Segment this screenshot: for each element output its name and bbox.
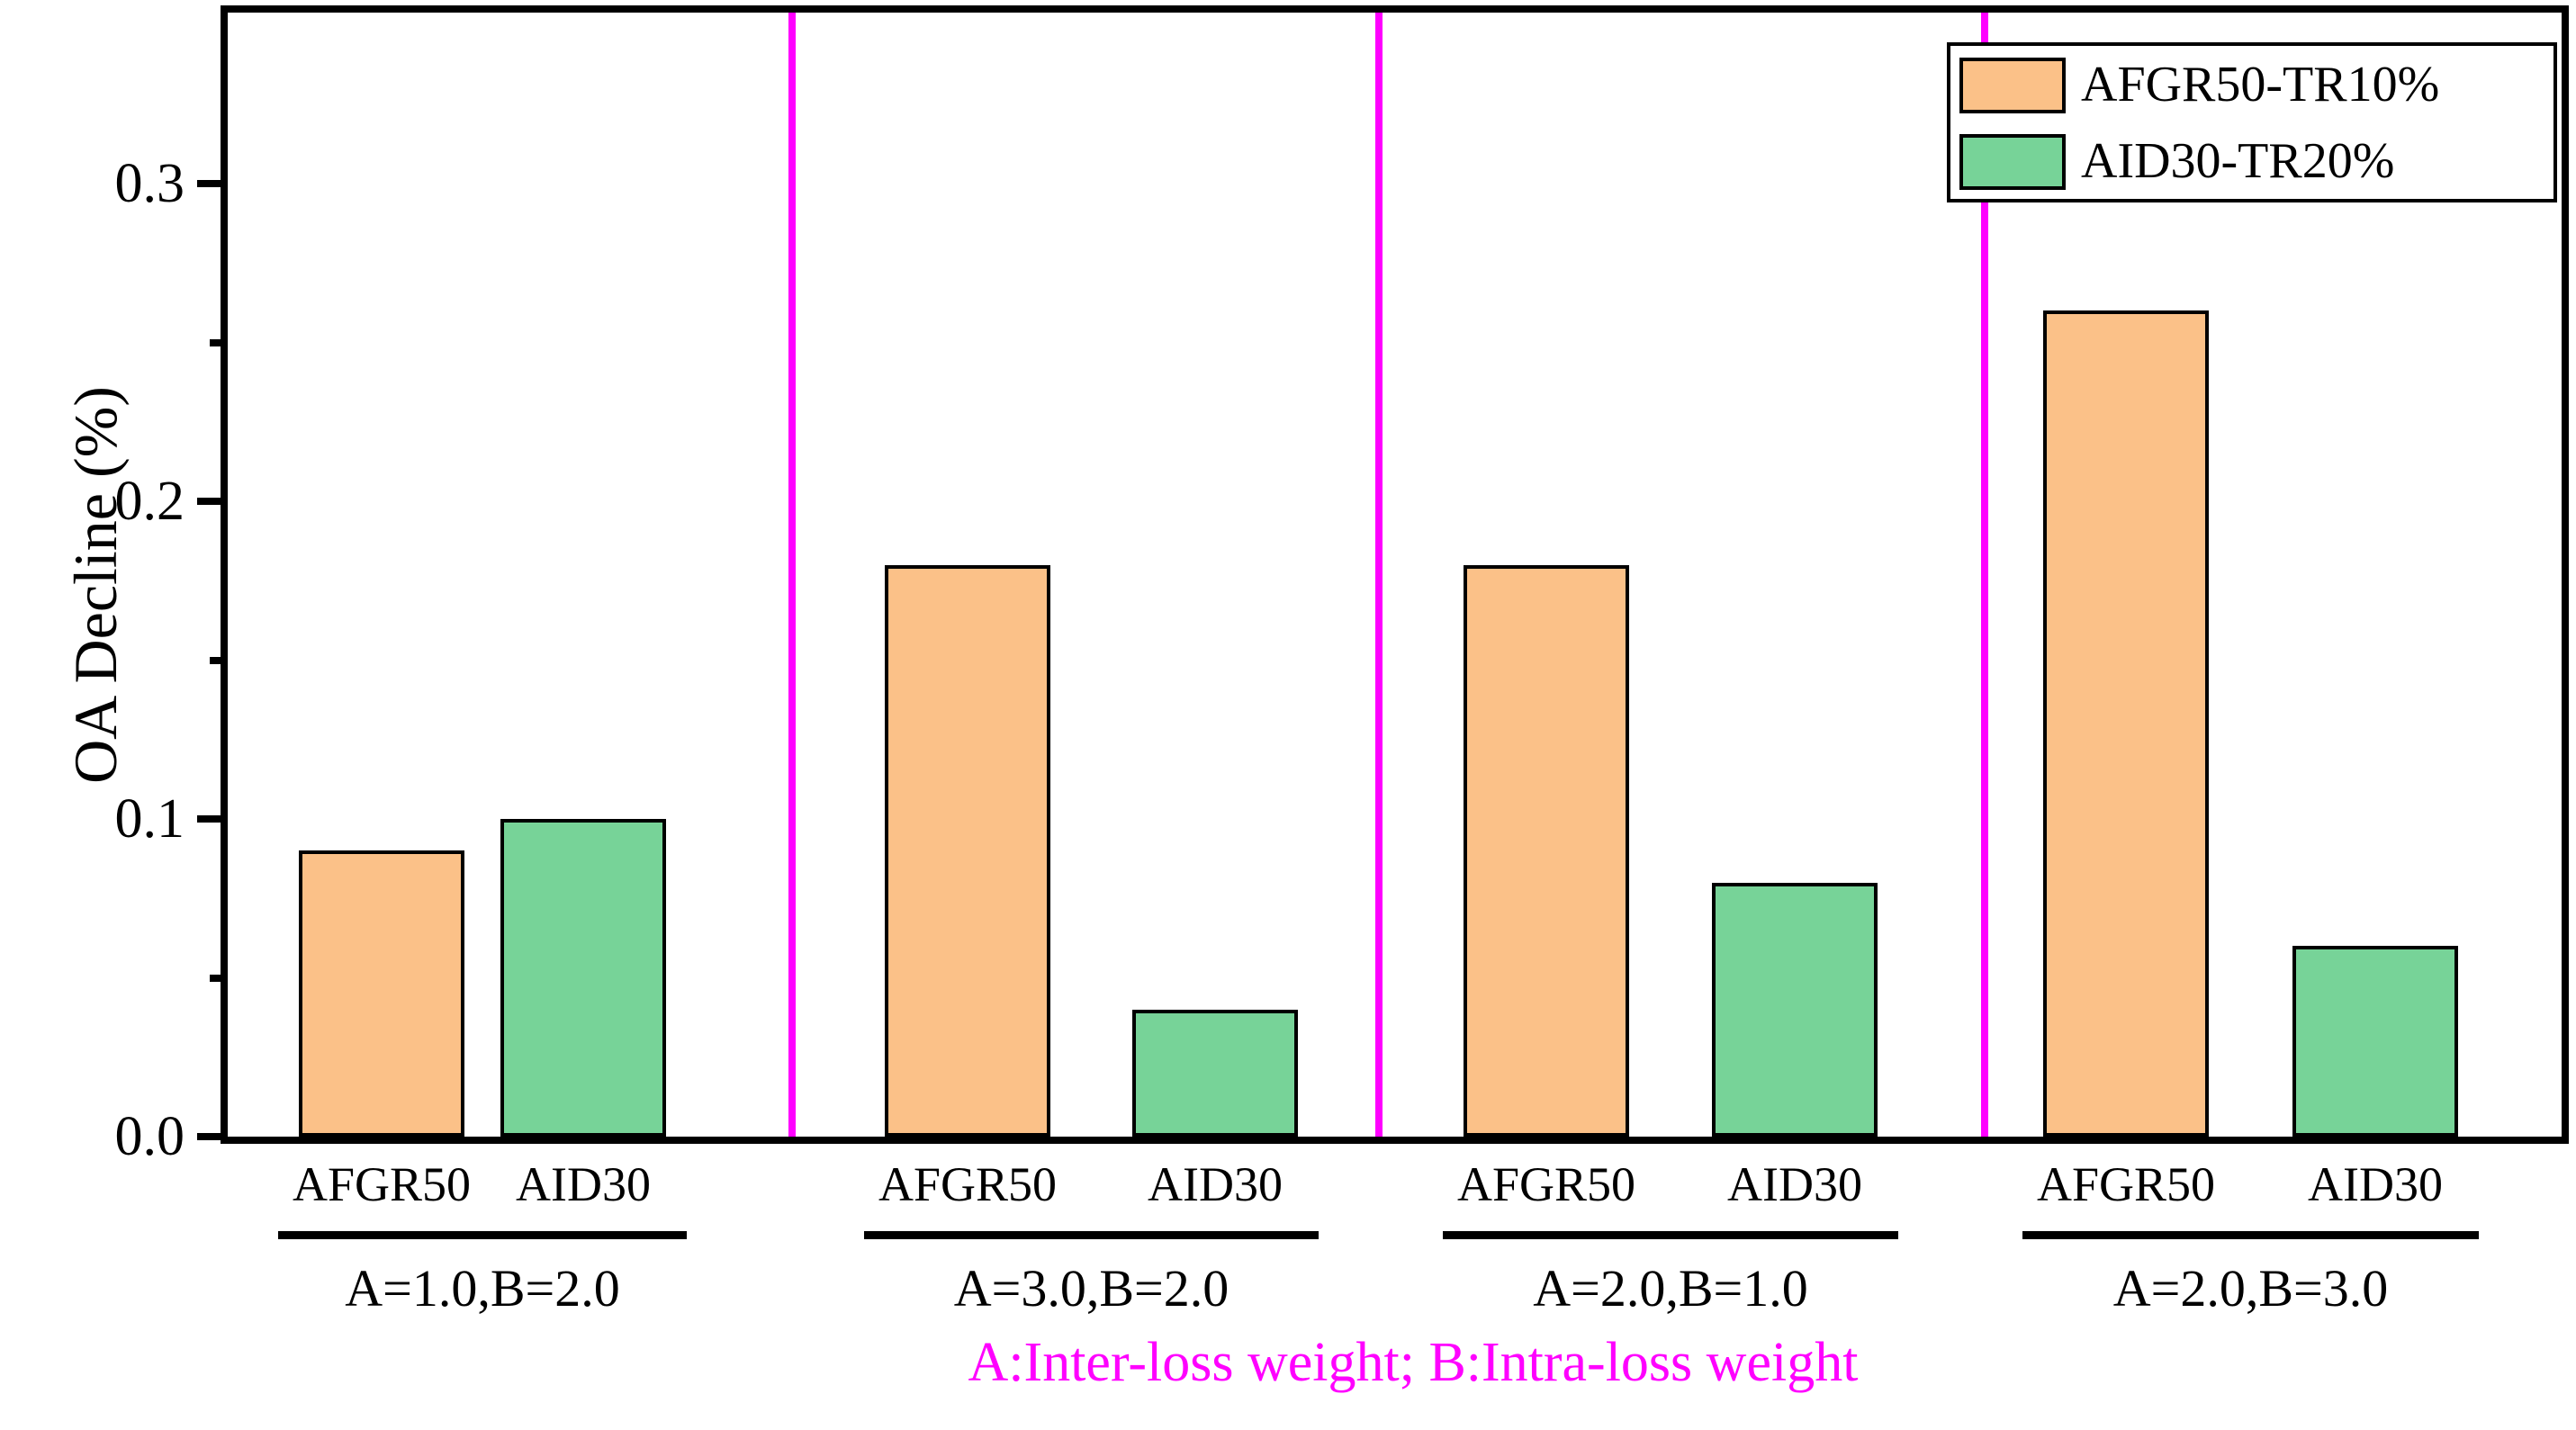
group-divider-line [1375, 13, 1383, 1137]
group-divider-line [788, 13, 796, 1137]
y-major-tick [197, 1133, 228, 1140]
bar-aid30-tr20- [1132, 1010, 1298, 1137]
group-underline [2022, 1231, 2479, 1239]
plot-area [228, 13, 2562, 1137]
y-major-tick [197, 180, 228, 187]
bar-afgr50-tr10- [299, 850, 464, 1137]
group-label: A=3.0,B=2.0 [953, 1259, 1229, 1318]
legend-swatch [1959, 58, 2066, 113]
bar-afgr50-tr10- [1464, 565, 1629, 1137]
x-tick-label: AFGR50 [878, 1157, 1058, 1211]
x-tick-label: AID30 [1148, 1157, 1283, 1211]
group-divider-line [1981, 13, 1988, 1137]
y-major-tick [197, 815, 228, 823]
plot-frame [221, 5, 2569, 1144]
y-major-tick [197, 498, 228, 505]
bar-afgr50-tr10- [2043, 310, 2209, 1137]
bar-aid30-tr20- [2292, 946, 2458, 1137]
legend-label: AFGR50-TR10% [2081, 57, 2440, 112]
group-underline [278, 1231, 687, 1239]
annotation-caption: A:Inter-loss weight; B:Intra-loss weight [968, 1332, 1859, 1393]
group-label: A=2.0,B=1.0 [1533, 1259, 1808, 1318]
group-underline [1443, 1231, 1898, 1239]
y-tick-label: 0.2 [114, 471, 185, 532]
y-tick-label: 0.1 [114, 788, 185, 850]
x-tick-label: AFGR50 [2036, 1157, 2216, 1211]
x-tick-label: AFGR50 [292, 1157, 472, 1211]
group-label: A=1.0,B=2.0 [345, 1259, 620, 1318]
x-tick-label: AFGR50 [1456, 1157, 1636, 1211]
group-label: A=2.0,B=3.0 [2112, 1259, 2389, 1318]
y-minor-tick [210, 656, 228, 664]
x-tick-label: AID30 [516, 1157, 651, 1211]
bar-aid30-tr20- [1712, 883, 1878, 1137]
bar-aid30-tr20- [500, 819, 666, 1137]
x-tick-label: AID30 [1727, 1157, 1862, 1211]
y-minor-tick [210, 338, 228, 346]
y-tick-label: 0.0 [114, 1106, 185, 1167]
bar-afgr50-tr10- [885, 565, 1050, 1137]
x-tick-label: AID30 [2308, 1157, 2443, 1211]
group-underline [864, 1231, 1319, 1239]
y-tick-label: 0.3 [114, 153, 185, 214]
legend-swatch [1959, 134, 2066, 190]
legend: AFGR50-TR10% AID30-TR20% [1947, 42, 2557, 202]
y-minor-tick [210, 974, 228, 982]
legend-label: AID30-TR20% [2081, 133, 2395, 189]
